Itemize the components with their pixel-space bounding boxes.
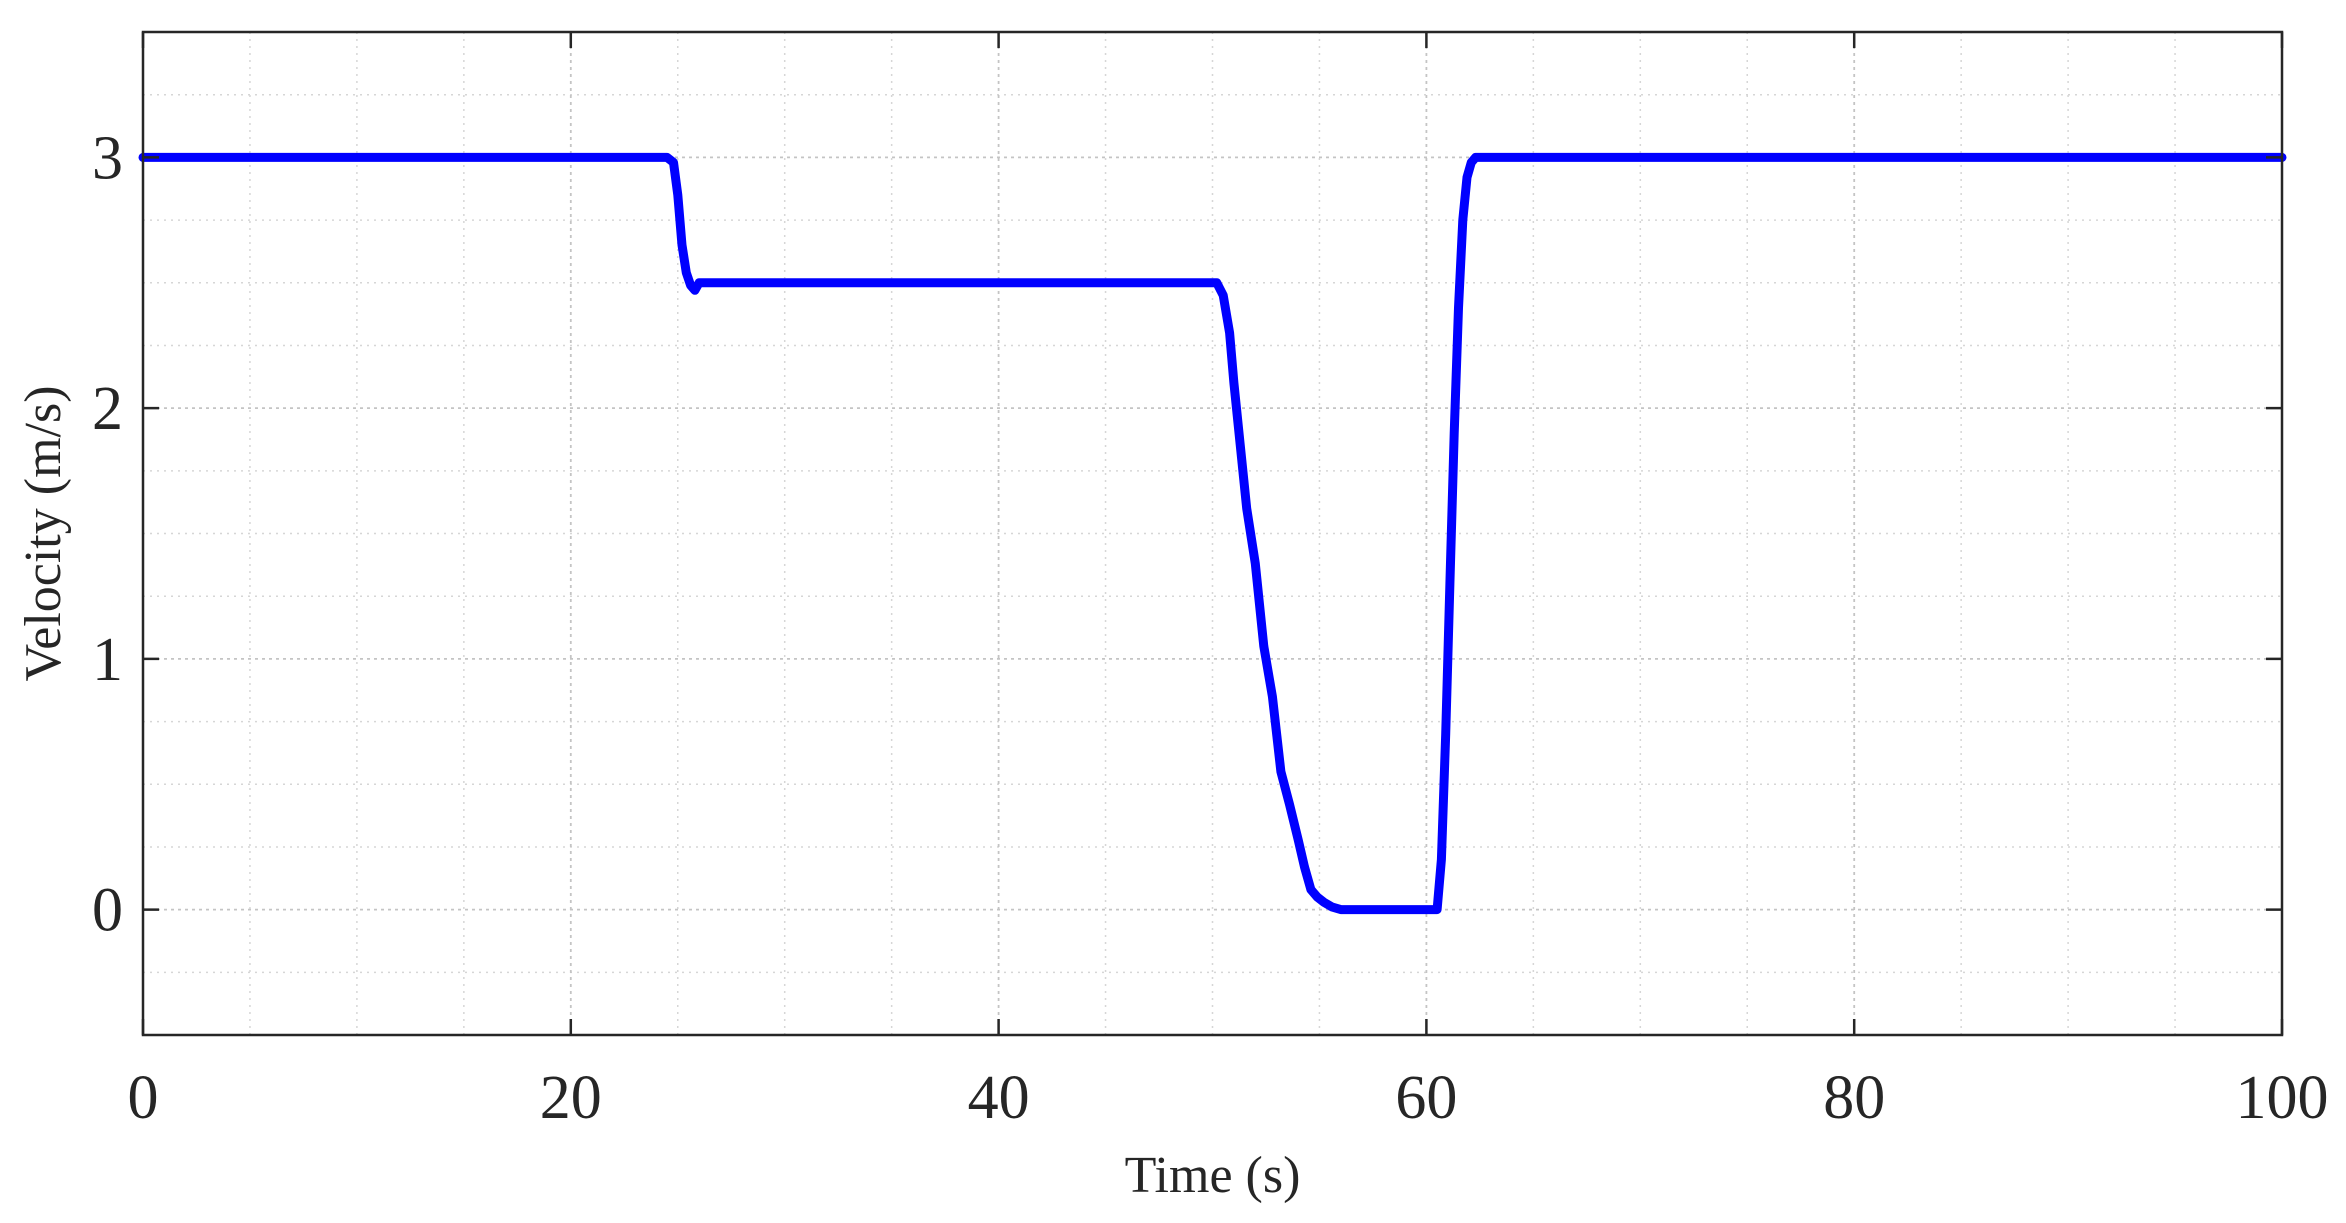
y-tick-label: 0: [92, 877, 123, 945]
x-tick-label: 40: [968, 1064, 1030, 1132]
y-axis-label: Velocity (m/s): [15, 385, 72, 681]
plot-area-border: [141, 30, 2284, 1037]
velocity-series-line: [138, 152, 2287, 915]
x-tick-label: 100: [2236, 1064, 2329, 1132]
x-tick-label: 20: [540, 1064, 602, 1132]
x-axis-label: Time (s): [1125, 1147, 1301, 1204]
y-tick-label: 3: [92, 124, 123, 192]
x-tick-label: 60: [1395, 1064, 1457, 1132]
x-tick-label: 80: [1823, 1064, 1885, 1132]
axis-ticks: [141, 32, 2284, 1035]
series-layer: [138, 152, 2287, 915]
y-tick-labels: 0 1 2 3: [92, 124, 123, 944]
x-tick-label: 0: [128, 1064, 159, 1132]
y-tick-label: 2: [92, 375, 123, 443]
y-tick-label: 1: [92, 626, 123, 694]
x-tick-labels: 0 20 40 60 80 100: [128, 1064, 2329, 1132]
